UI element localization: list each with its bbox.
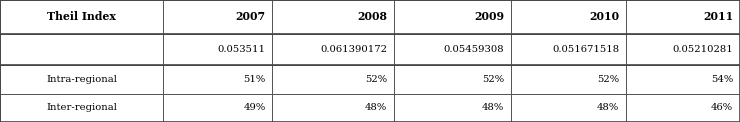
Text: 48%: 48% (365, 103, 387, 112)
Text: 2007: 2007 (235, 11, 266, 22)
Text: 52%: 52% (597, 75, 619, 84)
Bar (626, 0, 740, 34)
Bar (511, 34, 626, 65)
Text: 54%: 54% (711, 75, 733, 84)
Text: 0.05459308: 0.05459308 (444, 45, 505, 54)
Bar (163, 94, 272, 122)
Text: 2009: 2009 (474, 11, 505, 22)
Bar (394, 34, 511, 65)
Bar (394, 94, 511, 122)
Text: 48%: 48% (597, 103, 619, 112)
Text: 0.061390172: 0.061390172 (320, 45, 387, 54)
Bar (511, 94, 626, 122)
Bar (511, 65, 626, 94)
Bar (0, 94, 163, 122)
Bar (272, 94, 394, 122)
Bar (163, 65, 272, 94)
Text: 0.053511: 0.053511 (218, 45, 266, 54)
Text: 46%: 46% (711, 103, 733, 112)
Text: Inter-regional: Inter-regional (46, 103, 117, 112)
Bar (163, 0, 272, 34)
Text: 52%: 52% (482, 75, 505, 84)
Text: 2008: 2008 (357, 11, 387, 22)
Bar (626, 94, 740, 122)
Text: 49%: 49% (243, 103, 266, 112)
Text: Intra-regional: Intra-regional (46, 75, 117, 84)
Bar (272, 34, 394, 65)
Bar (0, 34, 163, 65)
Text: 0.051671518: 0.051671518 (552, 45, 619, 54)
Bar (394, 0, 511, 34)
Bar (0, 65, 163, 94)
Text: 51%: 51% (243, 75, 266, 84)
Text: 52%: 52% (365, 75, 387, 84)
Bar (626, 34, 740, 65)
Text: Theil Index: Theil Index (47, 11, 116, 22)
Bar (163, 34, 272, 65)
Bar (272, 0, 394, 34)
Bar (626, 65, 740, 94)
Bar (511, 0, 626, 34)
Text: 2010: 2010 (589, 11, 619, 22)
Bar (272, 65, 394, 94)
Text: 2011: 2011 (703, 11, 733, 22)
Text: 48%: 48% (482, 103, 505, 112)
Bar (394, 65, 511, 94)
Text: 0.05210281: 0.05210281 (673, 45, 733, 54)
Bar (0, 0, 163, 34)
